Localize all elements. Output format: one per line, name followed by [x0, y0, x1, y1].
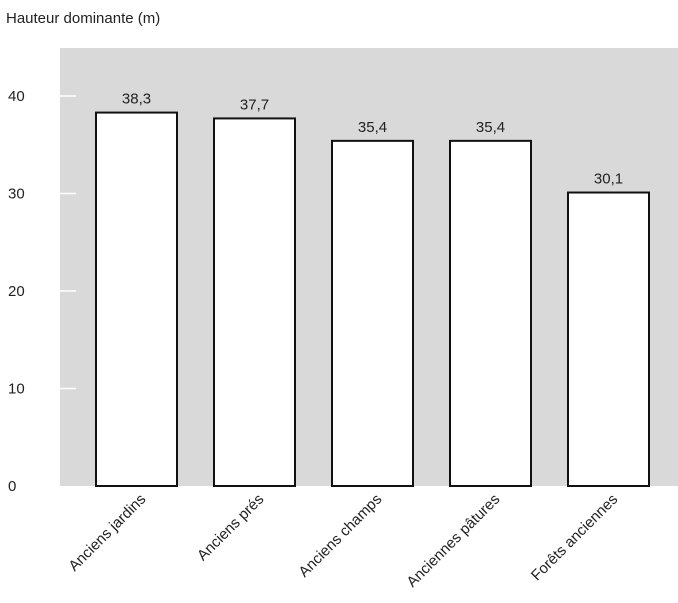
bar-value-label: 35,4	[358, 119, 387, 136]
category-label: Anciennes pâtures	[403, 491, 503, 591]
y-tick-label: 10	[8, 381, 25, 398]
category-label: Anciens champs	[295, 491, 385, 581]
bar	[95, 111, 178, 487]
category-label: Anciens prés	[194, 491, 267, 564]
y-tick-label: 0	[8, 478, 16, 495]
bar	[567, 191, 650, 487]
category-label: Forêts anciennes	[528, 491, 621, 584]
bar-value-label: 30,1	[594, 171, 623, 188]
bar	[213, 117, 296, 488]
bar-value-label: 37,7	[240, 96, 269, 113]
bar	[449, 139, 532, 487]
y-axis-title: Hauteur dominante (m)	[6, 10, 160, 27]
y-tick-label: 30	[8, 186, 25, 203]
bar-value-label: 38,3	[122, 91, 151, 108]
bar	[331, 139, 414, 487]
bar-value-label: 35,4	[476, 119, 505, 136]
y-tick-label: 40	[8, 88, 25, 105]
y-tick-label: 20	[8, 283, 25, 300]
category-label: Anciens jardins	[65, 491, 149, 575]
